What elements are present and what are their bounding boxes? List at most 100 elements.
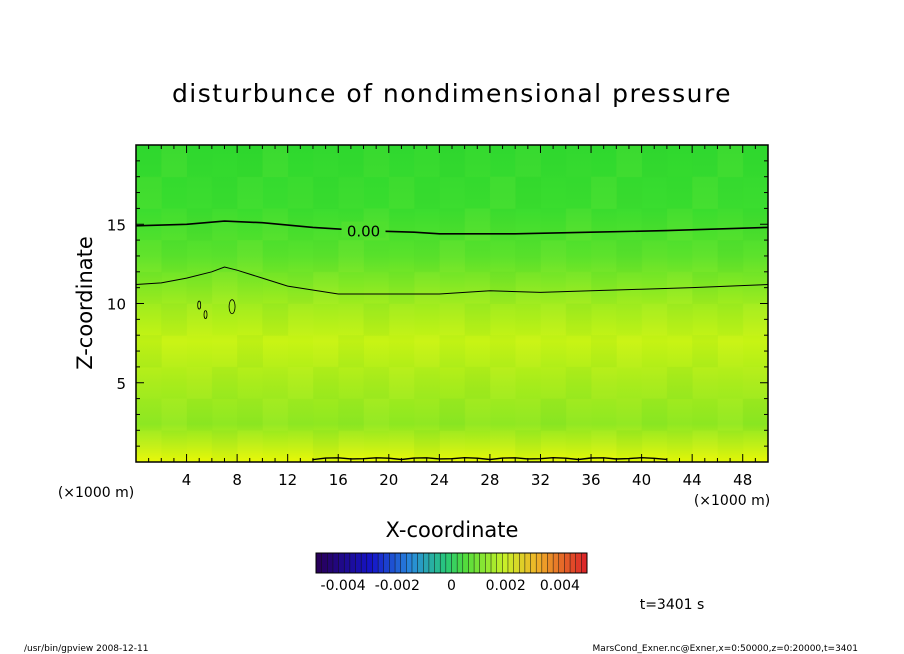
field-cell [287,208,314,241]
field-cell [211,271,238,304]
contour-fragment [197,300,202,310]
chart-title: disturbunce of nondimensional pressure [172,79,732,108]
field-cell [692,208,718,240]
x-tick-label: 16 [329,471,348,489]
colorbar-cell [491,553,497,573]
field-cell [692,145,718,177]
field-cell [312,335,339,368]
field-cell [642,335,668,367]
field-cell [136,430,162,462]
colorbar-cell [524,553,531,573]
field-cell [161,398,188,431]
colorbar-tick-label: -0.004 [321,578,366,594]
field-cell [161,430,187,462]
colorbar-cell [389,553,396,573]
contour-label: 0.00 [347,223,380,241]
field-cell [566,240,592,272]
field-cell [364,367,390,399]
field-cell [717,335,744,368]
field-cell [211,176,238,209]
field-cell [439,398,466,431]
field-cell [186,366,213,400]
field-cell [666,208,693,241]
field-cell [313,208,339,240]
field-cell [136,335,162,368]
x-tick-label: 32 [531,471,550,489]
field-cell [161,177,187,209]
field-cell [667,240,693,272]
field-cell [565,271,592,304]
field-cell [692,399,718,431]
field-cell [717,208,743,240]
field-cell [212,304,238,336]
field-cell [692,176,718,209]
colorbar-cell [570,553,577,573]
field-cell [566,177,592,209]
field-cell [717,145,744,178]
field-cell [312,176,339,209]
field-cell [212,145,238,177]
field-cell [414,176,440,209]
field-cell [591,304,617,336]
field-cell [389,399,415,431]
field-cell [439,145,466,178]
field-cell [363,398,390,431]
field-cell [667,145,693,177]
colorbar-cell [496,553,503,573]
field-cell [540,398,567,431]
field-cell [388,176,415,209]
field-cell [313,240,339,272]
colorbar-cell [564,553,571,573]
colorbar-cell [553,553,560,573]
field-cell [464,208,491,241]
field-cell [465,240,491,272]
field-cell [616,177,642,209]
field-cell [667,335,693,367]
field-cell [616,398,643,431]
field-cell [616,367,642,399]
field-cell [464,398,491,431]
field-cell [692,367,718,399]
field-cell [540,208,567,241]
field-cell [717,303,744,336]
field-cell [566,145,592,177]
field-cell [591,366,617,400]
colorbar-cell [378,553,385,573]
field-cell [414,208,440,240]
colorbar-cell [332,553,339,573]
field-cell [262,177,288,209]
field-cell [414,399,440,431]
field-cell [489,271,516,304]
field-cell [692,304,718,336]
field-cell [237,430,263,462]
field-cell [338,240,365,273]
field-cell [288,399,314,431]
field-cell [616,304,642,336]
field-cell [363,145,390,178]
contour-bottom [312,456,667,461]
contour-line-0 [136,220,768,235]
field-cell [389,240,415,272]
x-tick-label: 28 [480,471,499,489]
y-axis-label: Z-coordinate [73,236,97,370]
field-cell [439,240,466,273]
y-tick-label: 15 [107,216,126,234]
colorbar-cell [547,553,554,573]
field-cell [540,303,567,336]
colorbar-tick-label: -0.002 [375,578,420,594]
field-cell [211,430,238,462]
field-cell [616,208,642,240]
x-tick-label: 8 [232,471,242,489]
field-cell [490,208,516,240]
field-cell [616,430,643,462]
field-cell [262,272,288,304]
colorbar-cell [423,553,430,573]
colorbar-cell [575,553,582,573]
field-cell [161,367,187,399]
field-cell [489,176,516,209]
field-cell [288,145,314,177]
field-cell [313,145,339,177]
field-cell [414,271,440,304]
colorbar-cell [355,553,362,573]
field-cell [439,335,466,368]
